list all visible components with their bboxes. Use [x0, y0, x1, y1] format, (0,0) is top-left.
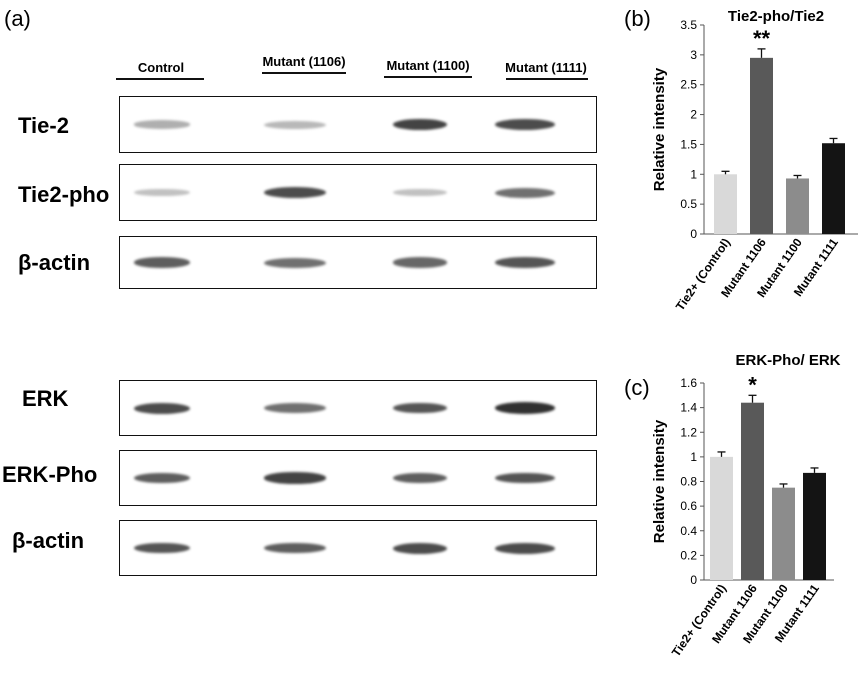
blot-label-tie2: Tie-2: [18, 113, 69, 138]
lane-header-control: Control: [137, 60, 185, 75]
y-axis-label: Relative intensity: [651, 67, 668, 191]
y-tick-label: 0.2: [680, 548, 697, 562]
blot-band: [393, 257, 447, 268]
y-tick-label: 0.8: [680, 475, 697, 489]
y-tick-label: 2.5: [680, 78, 697, 92]
bar: [803, 472, 826, 580]
category-label: Tie2+ (Control): [669, 582, 729, 659]
panel-c-letter: (c): [624, 375, 650, 400]
blot-band: [495, 402, 555, 414]
lane-header-mutant-1100: Mutant (1100): [386, 58, 470, 73]
blot-band: [495, 119, 555, 130]
blot-band: [393, 118, 447, 131]
blot-beta-actin-bottom: [119, 520, 597, 576]
blot-label-beta-actin-bottom: β-actin: [12, 528, 85, 553]
blot-band: [134, 402, 190, 414]
y-tick-label: 3.5: [680, 18, 697, 32]
bar: [772, 487, 795, 580]
bar: [710, 456, 733, 580]
chart-tie2-pho-ratio: Tie2-pho/Tie2 0 0.5 1 1.5 2 2.5 3 3.5 Relative in…: [651, 8, 858, 313]
panel-b-letter: (b): [624, 6, 651, 31]
y-tick-label: 1.4: [680, 401, 697, 415]
y-tick-label: 0: [690, 573, 697, 587]
y-tick-label: 3: [690, 48, 697, 62]
blot-band: [134, 120, 190, 129]
lane-underline-mutant-1111: [506, 78, 588, 80]
lane-underline-mutant-1106: [262, 72, 346, 74]
blot-tie2-pho: [119, 164, 597, 221]
blot-band: [134, 257, 190, 268]
lane-underline-control: [116, 78, 204, 80]
blot-beta-actin-top: [119, 236, 597, 289]
blot-band: [264, 187, 326, 198]
chart-title: ERK-Pho/ ERK: [736, 352, 841, 369]
lane-header-mutant-1106: Mutant (1106): [262, 54, 346, 69]
blot-band: [495, 472, 555, 484]
lane-header-mutant-1111: Mutant (1111): [505, 60, 587, 75]
blot-label-beta-actin-top: β-actin: [18, 250, 91, 275]
blot-band: [264, 472, 326, 484]
panel-a-letter: (a): [4, 6, 31, 31]
significance-marker: **: [753, 26, 771, 51]
y-tick-label: 2: [690, 108, 697, 122]
blot-band: [495, 187, 555, 198]
y-tick-label: 0: [690, 227, 697, 241]
blot-label-erk: ERK: [22, 386, 69, 411]
bar: [741, 402, 764, 580]
blot-band: [264, 257, 326, 268]
blot-band: [264, 542, 326, 554]
y-axis-label: Relative intensity: [651, 419, 668, 543]
category-label: Tie2+ (Control): [673, 236, 733, 313]
blot-band: [264, 120, 326, 129]
blot-band: [134, 188, 190, 197]
blot-erk-pho: [119, 450, 597, 506]
lane-underline-mutant-1100: [384, 76, 472, 78]
blot-band: [134, 472, 190, 484]
y-tick-label: 0.6: [680, 499, 697, 513]
chart-title: Tie2-pho/Tie2: [728, 8, 824, 25]
blot-label-erk-pho: ERK-Pho: [2, 462, 98, 487]
y-tick-label: 1: [690, 450, 697, 464]
y-tick-label: 0.4: [680, 524, 697, 538]
y-tick-label: 1.5: [680, 137, 697, 151]
bar: [750, 57, 773, 234]
blot-band: [495, 542, 555, 554]
blot-band: [264, 403, 326, 413]
y-tick-label: 1.2: [680, 425, 697, 439]
y-tick-label: 1.6: [680, 376, 697, 390]
blot-erk: [119, 380, 597, 436]
significance-marker: *: [748, 372, 757, 397]
y-tick-label: 0.5: [680, 197, 697, 211]
blot-band: [134, 542, 190, 554]
blot-band: [393, 472, 447, 484]
blot-band: [393, 542, 447, 554]
y-tick-label: 1: [690, 167, 697, 181]
bar: [786, 178, 809, 234]
blot-band: [393, 402, 447, 414]
bar: [714, 174, 737, 234]
blot-tie2: [119, 96, 597, 153]
bar: [822, 143, 845, 234]
blot-band: [495, 257, 555, 268]
chart-erk-pho-ratio: ERK-Pho/ ERK 0 0.2 0.4 0.6 0.8 1 1.2 1.4 1.6 Relat…: [651, 352, 841, 659]
blot-label-tie2-pho: Tie2-pho: [18, 182, 110, 207]
blot-band: [393, 188, 447, 197]
